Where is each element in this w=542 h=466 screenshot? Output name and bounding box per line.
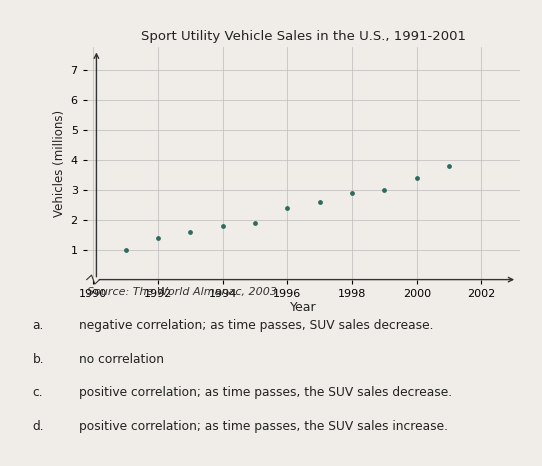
Point (218, 222, 227, 230)
Text: positive correlation; as time passes, the SUV sales decrease.: positive correlation; as time passes, th… (79, 386, 451, 399)
Point (348, 189, 357, 197)
Text: c.: c. (33, 386, 43, 399)
Point (250, 219, 259, 226)
Text: negative correlation; as time passes, SUV sales decrease.: negative correlation; as time passes, SU… (79, 319, 433, 332)
Text: d.: d. (33, 420, 44, 433)
Text: a.: a. (33, 319, 44, 332)
X-axis label: Year: Year (290, 302, 317, 315)
Text: positive correlation; as time passes, the SUV sales increase.: positive correlation; as time passes, th… (79, 420, 448, 433)
Point (412, 174, 421, 182)
Text: Source: The World Almanac, 2003: Source: The World Almanac, 2003 (87, 287, 277, 296)
Point (445, 162, 454, 170)
Text: no correlation: no correlation (79, 353, 164, 366)
Point (315, 198, 324, 206)
Point (186, 228, 195, 235)
Y-axis label: Vehicles (millions): Vehicles (millions) (54, 110, 67, 217)
Point (283, 204, 292, 212)
Text: b.: b. (33, 353, 44, 366)
Point (153, 234, 162, 241)
Point (121, 246, 130, 254)
Point (380, 186, 389, 194)
Title: Sport Utility Vehicle Sales in the U.S., 1991-2001: Sport Utility Vehicle Sales in the U.S.,… (141, 30, 466, 43)
